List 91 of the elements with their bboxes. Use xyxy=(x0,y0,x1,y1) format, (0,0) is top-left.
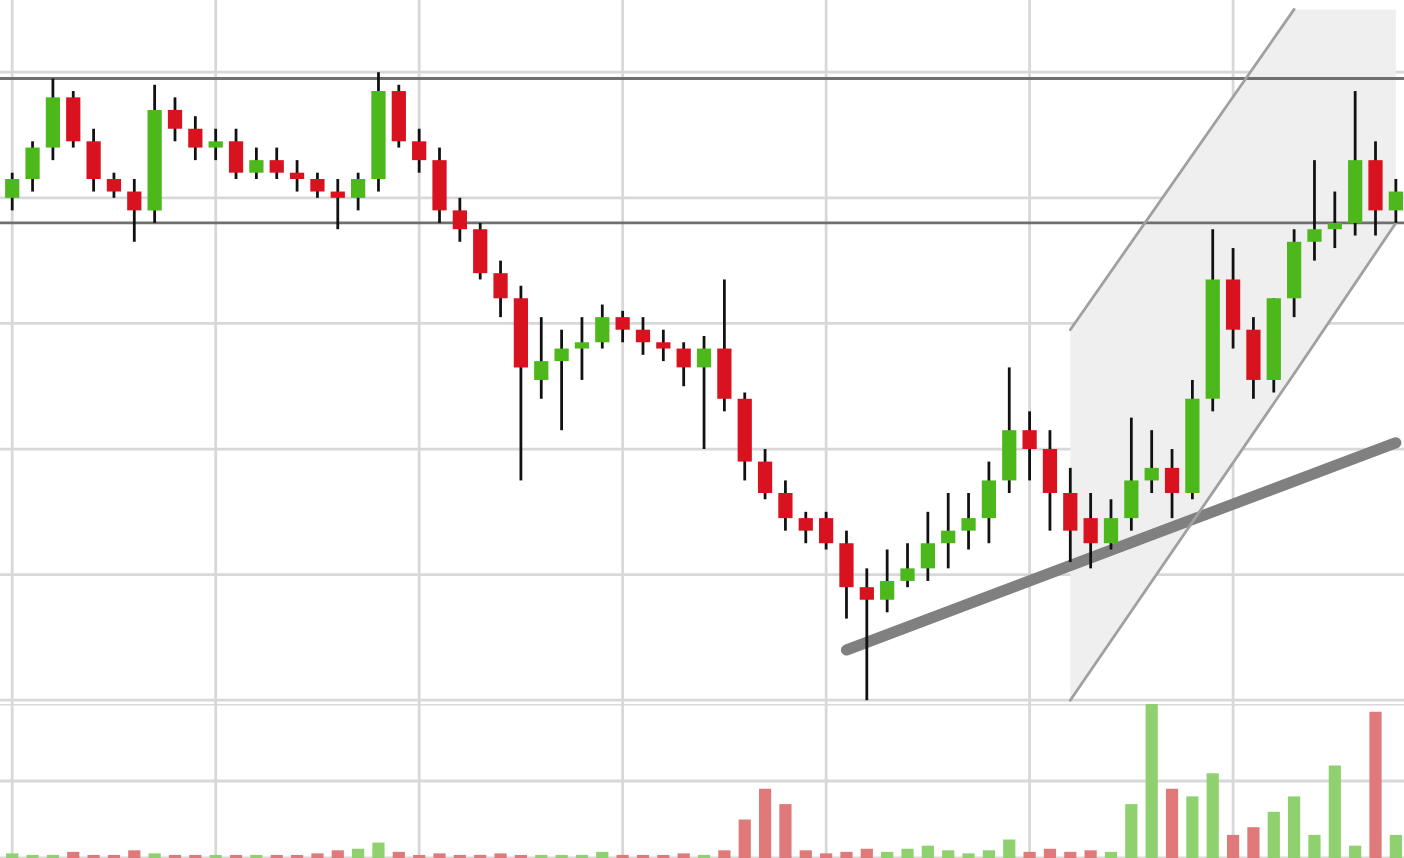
candlestick xyxy=(5,171,20,212)
bar xyxy=(799,850,812,858)
bar xyxy=(1165,788,1179,858)
candlestick xyxy=(106,171,122,200)
bar xyxy=(881,851,894,858)
candlestick xyxy=(25,139,40,193)
candlestick xyxy=(330,177,345,231)
candlestick xyxy=(86,127,101,193)
bar xyxy=(718,850,731,858)
candlestick xyxy=(676,340,691,388)
candlestick xyxy=(66,89,81,149)
bar xyxy=(1003,839,1016,858)
candlestick xyxy=(1307,158,1322,263)
bar xyxy=(758,788,772,858)
bar xyxy=(942,850,955,858)
candlestick xyxy=(859,566,874,702)
candlestick xyxy=(1063,466,1078,564)
bar xyxy=(331,850,344,858)
bar xyxy=(779,804,792,858)
bar xyxy=(372,842,385,858)
bar xyxy=(840,851,853,858)
candlestick xyxy=(941,491,956,570)
bar xyxy=(128,850,141,858)
bar xyxy=(982,850,996,858)
bar xyxy=(392,851,405,858)
candlestick xyxy=(798,510,813,545)
candlestick xyxy=(269,146,284,181)
candlestick xyxy=(961,491,976,551)
candlestick xyxy=(1164,447,1180,520)
candlestick xyxy=(615,309,630,344)
candlestick xyxy=(635,315,651,357)
bar xyxy=(1328,765,1341,858)
bar xyxy=(596,851,609,858)
bar xyxy=(1247,827,1260,858)
bar xyxy=(1349,845,1362,858)
candlestick xyxy=(757,447,773,501)
candlestick xyxy=(554,328,569,432)
bar xyxy=(1186,796,1199,858)
bar xyxy=(1064,851,1077,858)
bar xyxy=(352,848,365,858)
candlestick xyxy=(208,127,223,162)
bar xyxy=(901,848,914,858)
candlestick xyxy=(819,510,834,551)
bar xyxy=(1226,834,1240,858)
candlestick xyxy=(473,221,488,281)
candlestick xyxy=(1042,428,1058,533)
candlestick xyxy=(351,171,366,212)
candlestick xyxy=(696,334,712,451)
candlestick xyxy=(228,127,244,181)
candlestick xyxy=(249,146,264,181)
bar xyxy=(1389,834,1402,858)
bar xyxy=(1125,804,1138,858)
candlestick xyxy=(1124,416,1139,533)
bar xyxy=(1267,811,1280,858)
candlestick xyxy=(778,479,793,533)
candlestick xyxy=(493,259,508,319)
candlestick xyxy=(1022,409,1037,482)
candlestick xyxy=(880,548,895,614)
bar xyxy=(1023,851,1036,858)
candlestick xyxy=(839,529,854,620)
bar xyxy=(921,845,934,858)
bar xyxy=(1104,851,1118,858)
candlestick xyxy=(127,177,142,244)
candlestick xyxy=(289,158,305,193)
bar xyxy=(1145,704,1158,858)
bar xyxy=(1308,834,1321,858)
bar xyxy=(1206,773,1219,858)
bar xyxy=(67,851,80,858)
candlestick xyxy=(574,315,590,382)
candlestick xyxy=(412,127,427,175)
bar xyxy=(738,819,751,858)
candlestick xyxy=(981,460,997,545)
candlestick xyxy=(167,95,183,143)
candlestick xyxy=(1388,177,1403,225)
candlestick xyxy=(1144,428,1159,495)
candlestick xyxy=(1327,190,1342,250)
candlestick xyxy=(310,171,325,200)
bar xyxy=(1288,796,1301,858)
bar xyxy=(1084,850,1097,858)
candlestick xyxy=(595,303,610,350)
candlestick xyxy=(1103,497,1119,551)
candlestick xyxy=(900,541,915,589)
candlestick xyxy=(920,510,935,583)
candlestick xyxy=(1083,491,1098,570)
bar xyxy=(860,848,873,858)
candlestick xyxy=(188,114,203,162)
candlestick xyxy=(452,196,467,244)
bar xyxy=(1369,711,1382,858)
candlestick xyxy=(534,315,549,401)
bar xyxy=(1043,848,1057,858)
candlestick xyxy=(656,328,671,363)
